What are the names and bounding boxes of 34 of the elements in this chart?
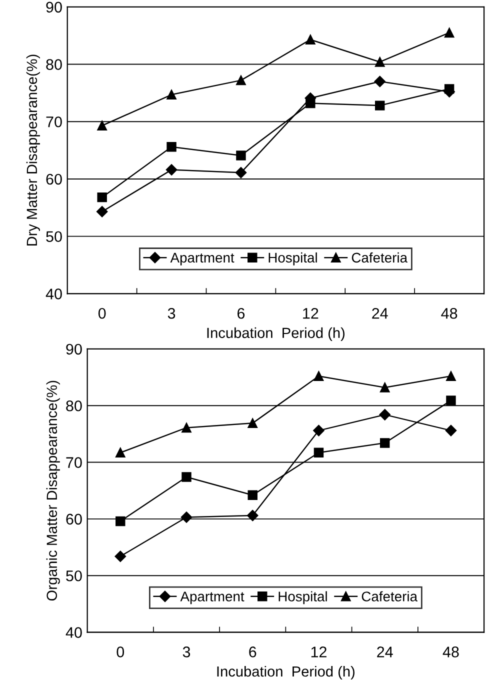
x-tick-label: 48: [441, 308, 458, 319]
x-axis-title: Incubation Period (h): [207, 327, 345, 341]
legend-label: Apartment: [170, 252, 234, 266]
legend-label: Hospital: [268, 252, 317, 266]
y-axis-title: Organic Matter Disappearance(%): [46, 380, 60, 601]
x-tick-label: 0: [98, 308, 106, 319]
legend-label: Cafeteria: [352, 252, 408, 263]
x-tick-label: 0: [116, 646, 124, 658]
y-axis-title: Dry Matter Disappearance(%): [26, 54, 40, 246]
y-tick-label: 40: [66, 627, 82, 638]
x-tick-label: 48: [442, 646, 459, 658]
y-tick-label: 70: [46, 116, 62, 128]
legend-label: Hospital: [278, 591, 327, 604]
y-tick-label: 50: [46, 231, 62, 242]
y-tick-label: 80: [46, 59, 62, 70]
y-tick-label: 50: [66, 570, 82, 582]
x-tick-label: 6: [249, 646, 256, 658]
legend-label: Apartment: [180, 592, 244, 604]
legend-label: Cafeteria: [362, 591, 418, 602]
x-axis-title: Incubation Period (h): [217, 666, 354, 680]
y-tick-label: 90: [46, 2, 62, 13]
y-tick-label: 90: [66, 344, 82, 355]
x-tick-label: 24: [377, 646, 393, 658]
x-tick-label: 3: [182, 646, 190, 658]
y-tick-label: 40: [46, 288, 62, 300]
x-tick-label: 6: [238, 308, 245, 319]
y-tick-label: 60: [46, 174, 62, 185]
x-tick-label: 24: [372, 308, 388, 319]
x-tick-label: 12: [303, 308, 318, 319]
x-tick-label: 12: [311, 646, 326, 658]
y-tick-label: 70: [66, 457, 82, 468]
y-tick-label: 60: [66, 514, 82, 525]
y-tick-label: 80: [66, 400, 82, 412]
x-tick-label: 3: [168, 308, 176, 319]
